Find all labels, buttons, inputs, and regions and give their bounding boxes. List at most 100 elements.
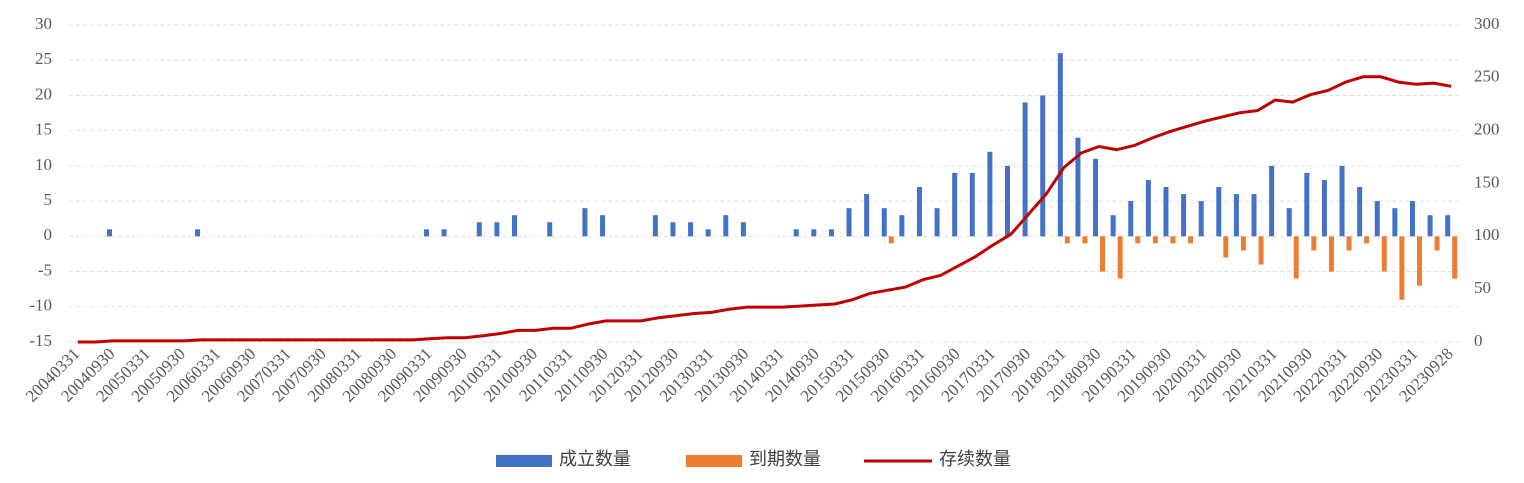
- bar: [952, 172, 958, 237]
- bar: [1304, 172, 1310, 237]
- legend-label: 到期数量: [749, 449, 821, 469]
- bar: [1251, 194, 1257, 237]
- bar: [1269, 165, 1275, 237]
- bar: [1163, 187, 1169, 237]
- y2-tick-label: 250: [1474, 67, 1500, 86]
- y2-tick-label: 0: [1474, 331, 1483, 350]
- bar: [811, 229, 817, 237]
- bar: [107, 229, 113, 237]
- bar: [423, 229, 429, 237]
- y2-tick-label: 150: [1474, 172, 1500, 191]
- bar: [1445, 215, 1451, 237]
- bar: [1181, 194, 1187, 237]
- y-tick-label: 0: [44, 225, 53, 244]
- bar: [1075, 137, 1081, 237]
- bar: [969, 172, 975, 237]
- bar: [441, 229, 447, 237]
- line: [77, 75, 1452, 344]
- bar: [1188, 236, 1194, 244]
- bar: [1198, 201, 1204, 237]
- bar: [1223, 236, 1229, 258]
- y-tick-label: 25: [35, 49, 52, 68]
- y-tick-label: -10: [29, 296, 52, 315]
- bar: [1321, 179, 1327, 237]
- bar: [1216, 187, 1222, 237]
- bar: [864, 194, 870, 237]
- bar: [195, 229, 201, 237]
- bar: [828, 229, 834, 237]
- bar: [740, 222, 746, 237]
- bar: [1328, 236, 1334, 272]
- bar: [1135, 236, 1141, 244]
- bar: [1293, 236, 1299, 279]
- legend-label: 成立数量: [559, 449, 631, 469]
- y-tick-label: 5: [44, 190, 53, 209]
- bar: [494, 222, 500, 237]
- legend-swatch: [496, 455, 552, 467]
- bar: [1311, 236, 1317, 251]
- bar: [1117, 236, 1123, 279]
- y-tick-label: 10: [35, 155, 52, 174]
- bar: [1005, 165, 1011, 237]
- bar: [600, 215, 606, 237]
- y2-tick-label: 200: [1474, 120, 1500, 139]
- bar: [1022, 102, 1028, 237]
- bar: [582, 208, 588, 237]
- bar: [1152, 236, 1158, 244]
- legend-swatch: [686, 455, 742, 467]
- y-tick-label: -5: [38, 260, 52, 279]
- bar: [1064, 236, 1070, 244]
- y2-tick-label: 100: [1474, 225, 1500, 244]
- bar: [1381, 236, 1387, 272]
- bar: [511, 215, 517, 237]
- bar: [1409, 201, 1415, 237]
- bar: [1346, 236, 1352, 251]
- bar: [705, 229, 711, 237]
- bar: [670, 222, 676, 237]
- bar: [1258, 236, 1264, 265]
- bar: [1416, 236, 1422, 286]
- bar: [476, 222, 482, 237]
- bar: [1240, 236, 1246, 251]
- bar: [899, 215, 905, 237]
- bar: [1145, 179, 1151, 237]
- bar: [1286, 208, 1292, 237]
- bar: [1392, 208, 1398, 237]
- y2-tick-label: 50: [1474, 278, 1491, 297]
- legend-label: 存续数量: [939, 449, 1011, 469]
- bar: [1452, 236, 1458, 279]
- bar: [1399, 236, 1405, 300]
- bar: [1339, 165, 1345, 237]
- bar: [1357, 187, 1363, 237]
- bar: [652, 215, 658, 237]
- bar: [1364, 236, 1370, 244]
- y-tick-label: 20: [35, 84, 52, 103]
- bar: [1128, 201, 1134, 237]
- bar: [1233, 194, 1239, 237]
- bar: [688, 222, 694, 237]
- bar: [916, 187, 922, 237]
- bar: [723, 215, 729, 237]
- bar: [1434, 236, 1440, 251]
- bar: [846, 208, 852, 237]
- y-tick-label: -15: [29, 331, 52, 350]
- bar: [1110, 215, 1116, 237]
- bar: [1093, 158, 1099, 237]
- bar: [1057, 53, 1063, 237]
- bar: [881, 208, 887, 237]
- bar: [1040, 95, 1046, 237]
- bar: [1374, 201, 1380, 237]
- y2-tick-label: 300: [1474, 14, 1500, 33]
- bar: [1100, 236, 1106, 272]
- bar: [547, 222, 553, 237]
- bar: [1170, 236, 1176, 244]
- bar: [987, 151, 993, 237]
- bar: [934, 208, 940, 237]
- bar: [1082, 236, 1088, 244]
- bar: [1427, 215, 1433, 237]
- y-tick-label: 30: [35, 14, 52, 33]
- bar: [888, 236, 894, 244]
- y-tick-label: 15: [35, 120, 52, 139]
- bar: [793, 229, 799, 237]
